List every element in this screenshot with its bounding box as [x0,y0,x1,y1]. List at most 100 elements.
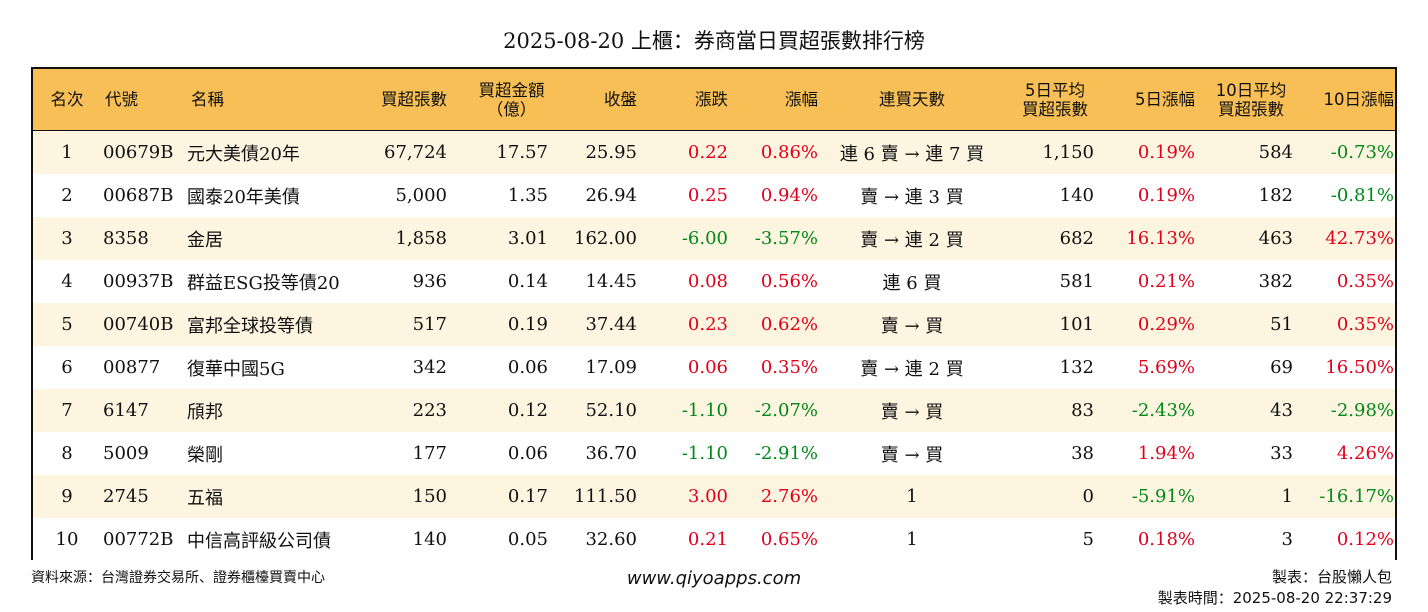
pct10-cell: -0.73% [1330,142,1394,163]
close-price-cell: 111.50 [574,486,637,507]
net-buy-volume-cell: 517 [412,314,447,335]
change-pct-cell: 0.65% [760,529,818,550]
avg10-cell: 3 [1281,529,1293,550]
avg5-cell: 38 [1071,443,1094,464]
avg5-cell: 132 [1059,357,1094,378]
table-row: 8 5009 榮剛 177 0.06 36.70 -1.10 -2.91% 賣 → 買 38 1.9… [33,432,1395,475]
rank-cell: 1 [61,142,73,163]
pct10-cell: 16.50% [1325,357,1394,378]
rank-cell: 7 [61,400,73,421]
net-buy-amount-cell: 0.14 [507,271,548,292]
close-price-cell: 52.10 [585,400,637,421]
pct5-cell: -2.43% [1131,400,1195,421]
rank-cell: 3 [61,228,73,249]
name-cell: 五福 [187,487,223,509]
net-buy-volume-cell: 5,000 [395,185,447,206]
ranking-table: 名次 代號 名稱 買超張數 買超金額 （億） 收盤 漲跌 漲幅 連買天數 5日平… [31,67,1397,561]
pct10-cell: -0.81% [1330,185,1394,206]
avg10-cell: 51 [1270,314,1293,335]
avg10-cell: 69 [1270,357,1293,378]
header-avg10-line2: 買超張數 [1218,99,1284,119]
header-avg10-line1: 10日平均 [1215,80,1287,100]
rank-cell: 2 [61,185,73,206]
avg10-cell: 182 [1258,185,1293,206]
pct10-cell: 42.73% [1325,228,1394,249]
author-credit: 製表：台股懶人包 [1271,568,1392,586]
rank-cell: 5 [61,314,73,335]
change-cell: 0.21 [687,529,728,550]
avg5-cell: 101 [1059,314,1094,335]
consecutive-days-cell: 賣 → 買 [880,401,944,423]
header-net-buy-amount-line2: （億） [486,99,537,119]
pct5-cell: 0.21% [1137,271,1195,292]
code-cell: 00877 [103,357,161,378]
page-title: 2025-08-20 上櫃：券商當日買超張數排行榜 [503,29,925,53]
name-cell: 復華中國5G [187,358,285,380]
net-buy-volume-cell: 342 [412,357,447,378]
close-price-cell: 26.94 [585,185,637,206]
change-pct-cell: 0.35% [760,357,818,378]
code-cell: 8358 [103,228,149,249]
name-cell: 榮剛 [187,444,223,466]
name-cell: 元大美債20年 [187,143,300,165]
change-cell: 0.08 [687,271,728,292]
avg5-cell: 682 [1059,228,1094,249]
header-avg5-line2: 買超張數 [1022,99,1088,119]
code-cell: 6147 [103,400,149,421]
net-buy-amount-cell: 17.57 [496,142,548,163]
net-buy-amount-cell: 0.19 [507,314,548,335]
header-pct5: 5日漲幅 [1135,90,1195,109]
table-row: 1 00679B 元大美債20年 67,724 17.57 25.95 0.22 0.86% 連… [33,131,1395,174]
change-pct-cell: 0.86% [760,142,818,163]
close-price-cell: 25.95 [585,142,637,163]
generated-time: 製表時間：2025-08-20 22:37:29 [1157,589,1392,607]
code-cell: 00679B [103,142,174,163]
change-cell: -6.00 [681,228,728,249]
change-pct-cell: 2.76% [760,486,818,507]
close-price-cell: 37.44 [585,314,637,335]
pct10-cell: 0.35% [1336,314,1394,335]
table-row: 4 00937B 群益ESG投等債20 936 0.14 14.45 0.08 0.56% 連 … [33,260,1395,303]
consecutive-days-cell: 賣 → 連 2 買 [860,229,964,251]
table-body: 1 00679B 元大美債20年 67,724 17.57 25.95 0.22 0.86% 連… [33,131,1395,561]
close-price-cell: 162.00 [574,228,637,249]
close-price-cell: 36.70 [585,443,637,464]
avg10-cell: 584 [1258,142,1293,163]
net-buy-volume-cell: 936 [412,271,447,292]
pct10-cell: 0.35% [1336,271,1394,292]
change-pct-cell: -2.07% [754,400,818,421]
footer-credits: 製表：台股懶人包 製表時間：2025-08-20 22:37:29 [1158,567,1392,609]
table-row: 3 8358 金居 1,858 3.01 162.00 -6.00 -3.57% 賣 → 連 2… [33,217,1395,260]
change-cell: 0.22 [687,142,728,163]
avg5-cell: 1,150 [1042,142,1094,163]
change-cell: -1.10 [681,400,728,421]
pct5-cell: 0.29% [1137,314,1195,335]
change-pct-cell: 0.62% [760,314,818,335]
code-cell: 2745 [103,486,149,507]
header-avg10: 10日平均 買超張數 [1195,81,1293,119]
net-buy-amount-cell: 1.35 [507,185,548,206]
header-avg5-line1: 5日平均 [1025,80,1085,100]
change-pct-cell: -2.91% [754,443,818,464]
code-cell: 00740B [103,314,174,335]
header-name: 名稱 [191,90,224,109]
avg10-cell: 382 [1258,271,1293,292]
change-pct-cell: 0.94% [760,185,818,206]
avg5-cell: 0 [1082,486,1094,507]
header-avg5: 5日平均 買超張數 [1006,81,1094,119]
avg5-cell: 83 [1071,400,1094,421]
change-cell: 3.00 [687,486,728,507]
rank-cell: 4 [61,271,73,292]
rank-cell: 9 [61,486,73,507]
consecutive-days-cell: 1 [906,486,918,507]
pct5-cell: 5.69% [1137,357,1195,378]
change-cell: 0.25 [687,185,728,206]
consecutive-days-cell: 連 6 賣 → 連 7 買 [839,143,985,165]
name-cell: 富邦全球投等債 [187,315,313,337]
header-net-buy-amount-line1: 買超金額 [478,80,545,100]
net-buy-volume-cell: 67,724 [384,142,447,163]
net-buy-volume-cell: 1,858 [395,228,447,249]
data-source: 資料來源：台灣證券交易所、證券櫃檯買賣中心 [31,570,325,586]
header-consecutive-days: 連買天數 [879,90,945,109]
consecutive-days-cell: 賣 → 連 3 買 [860,186,964,208]
